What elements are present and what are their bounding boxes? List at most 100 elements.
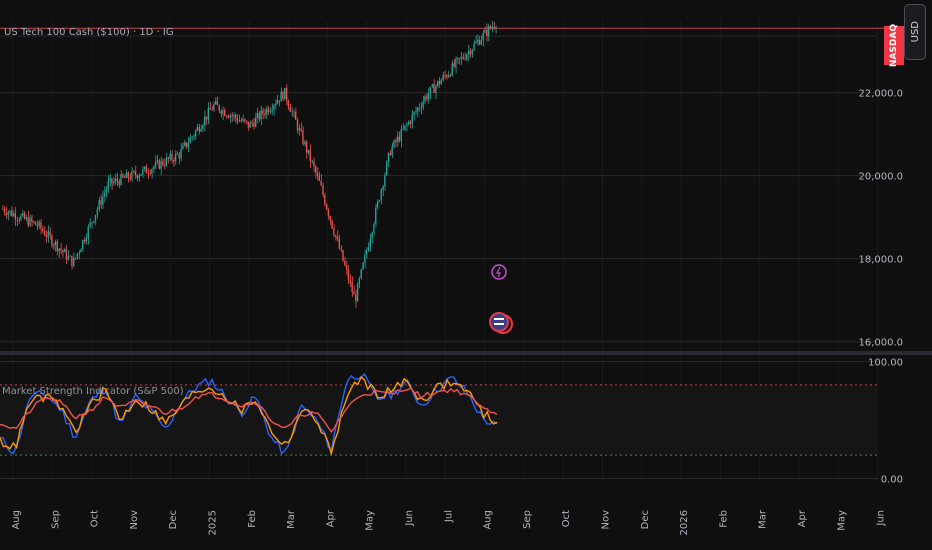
candlestick-series	[2, 20, 497, 308]
candle-body	[369, 239, 371, 248]
candle-body	[100, 200, 102, 205]
candle-body	[304, 142, 306, 144]
flag-stripe	[494, 318, 504, 320]
candle-body	[274, 103, 277, 106]
candle-body	[3, 208, 6, 213]
candle-body	[227, 116, 229, 118]
time-axis[interactable]: Aug Sep Oct Nov Dec 2025 Feb Mar Apr May Jun Jul Aug…	[11, 509, 887, 535]
candle-body	[145, 166, 148, 174]
candle-body	[493, 26, 495, 28]
candle-body	[160, 160, 162, 169]
candle-body	[335, 235, 337, 237]
candle-body	[416, 108, 419, 112]
candle-body	[469, 50, 471, 55]
candle-body	[153, 166, 155, 170]
candle-body	[5, 212, 7, 216]
candle-body	[74, 257, 77, 259]
candle-body	[471, 49, 473, 55]
candle-body	[420, 107, 422, 109]
candle-body	[307, 149, 310, 153]
indicator-axis[interactable]: 100.00 0.00	[868, 358, 903, 486]
candle-body	[205, 116, 208, 120]
candle-body	[284, 87, 286, 100]
candle-body	[2, 208, 4, 210]
candle-body	[52, 245, 55, 247]
candle-body	[72, 258, 75, 266]
candle-body	[78, 252, 80, 254]
candle-body	[200, 128, 202, 132]
event-markers[interactable]	[489, 264, 513, 334]
candle-body	[491, 26, 493, 29]
candle-body	[194, 130, 197, 136]
candle-body	[380, 189, 382, 201]
time-tick-label: Oct	[90, 510, 101, 527]
candle-body	[442, 75, 444, 81]
candle-body	[185, 142, 188, 147]
candle-body	[276, 100, 279, 104]
candle-body	[278, 100, 280, 102]
candle-body	[396, 136, 399, 143]
candle-body	[83, 239, 86, 242]
candle-body	[451, 63, 453, 76]
time-tick-label: Oct	[561, 510, 572, 527]
candle-body	[336, 236, 339, 240]
candle-body	[253, 123, 255, 127]
time-tick-label: Jun	[876, 510, 887, 527]
candle-body	[282, 91, 284, 100]
candle-body	[404, 125, 406, 130]
candle-body	[125, 172, 128, 178]
candle-body	[142, 169, 144, 175]
candle-body	[429, 86, 431, 94]
candle-body	[456, 58, 459, 60]
candle-body	[298, 128, 300, 131]
price-tick-label: 18,000.0	[858, 255, 903, 266]
candle-body	[238, 120, 240, 122]
price-axis[interactable]: 22,000.0 20,000.0 18,000.0 16,000.0	[858, 89, 903, 349]
candle-body	[165, 157, 168, 166]
candle-body	[129, 178, 131, 180]
candle-body	[102, 196, 104, 205]
candle-body	[180, 149, 182, 159]
candle-body	[495, 27, 497, 29]
candle-body	[92, 221, 95, 223]
symbol-title[interactable]: US Tech 100 Cash ($100) · 1D · IG	[4, 27, 174, 38]
time-tick-label: Feb	[247, 510, 258, 528]
candle-body	[365, 250, 368, 255]
candle-body	[484, 29, 486, 34]
candle-body	[251, 122, 253, 124]
candle-body	[413, 112, 415, 115]
candle-body	[23, 213, 26, 219]
candle-body	[169, 154, 171, 159]
candle-body	[9, 210, 11, 213]
candle-body	[131, 171, 133, 180]
candle-body	[364, 254, 366, 263]
candle-body	[315, 166, 317, 173]
time-tick-label: Sep	[50, 510, 61, 529]
candle-body	[40, 221, 42, 229]
pane-separator-bar	[0, 351, 932, 355]
candle-body	[391, 146, 393, 156]
candle-body	[163, 164, 166, 166]
candle-body	[393, 140, 395, 147]
candle-body	[191, 136, 193, 138]
currency-button[interactable]: USD	[904, 4, 926, 60]
candle-body	[280, 91, 282, 102]
indicator-title[interactable]: Market Strength Indicator (S&P 500)	[2, 386, 184, 397]
candle-body	[209, 107, 211, 110]
pane-separator[interactable]	[0, 351, 932, 355]
candle-body	[27, 217, 29, 226]
candle-body	[63, 249, 66, 253]
candle-body	[327, 209, 330, 217]
candle-body	[378, 200, 380, 202]
candle-body	[411, 114, 413, 124]
candle-body	[193, 135, 195, 137]
candle-body	[293, 111, 295, 113]
candle-body	[231, 115, 233, 117]
candle-body	[49, 231, 51, 236]
candle-body	[422, 101, 424, 108]
candle-body	[402, 129, 404, 130]
candle-body	[291, 111, 293, 113]
candle-body	[71, 255, 73, 266]
candle-body	[254, 117, 257, 127]
